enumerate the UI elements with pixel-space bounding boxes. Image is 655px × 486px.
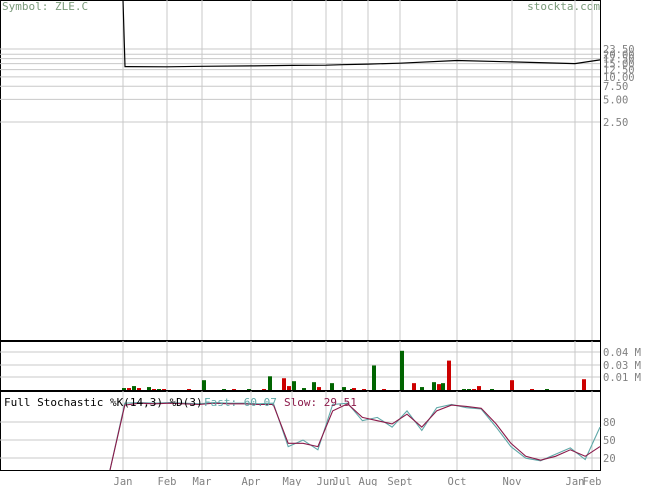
volume-bar-up xyxy=(441,383,445,390)
stoch-tick-label: 80 xyxy=(603,417,616,429)
x-tick-label: Jun xyxy=(317,476,336,486)
volume-bar-up xyxy=(247,389,251,390)
volume-bar-up xyxy=(302,388,306,390)
stoch-tick-label: 50 xyxy=(603,435,616,447)
x-tick-label: Sept xyxy=(387,476,412,486)
volume-bar-down xyxy=(232,389,236,390)
price-tick-label: 7.50 xyxy=(603,81,628,93)
volume-bar-up xyxy=(202,380,206,390)
volume-frame xyxy=(0,341,601,391)
volume-bar-down xyxy=(437,384,441,390)
volume-bar-down xyxy=(510,380,514,390)
volume-bar-up xyxy=(342,387,346,390)
volume-tick-label: 0.01 M xyxy=(603,372,641,384)
volume-bar-up xyxy=(222,389,226,390)
volume-bar-up xyxy=(432,382,436,390)
volume-bar-up xyxy=(420,387,424,390)
volume-bar-up xyxy=(292,381,296,390)
volume-bar-up xyxy=(132,386,136,390)
volume-tick-label: 0.03 M xyxy=(603,360,641,372)
price-tick-label: 23.50 xyxy=(603,44,635,56)
volume-bar-down xyxy=(317,387,321,390)
volume-bar-up xyxy=(462,389,466,390)
volume-tick-label: 0.04 M xyxy=(603,347,641,359)
stoch-line-fast xyxy=(109,401,601,471)
stoch-tick-label: 20 xyxy=(603,453,616,465)
volume-bar-down xyxy=(287,386,291,390)
volume-bar-up xyxy=(330,383,334,390)
volume-bar-down xyxy=(187,389,191,390)
volume-bar-up xyxy=(545,389,549,390)
price-tick-label: 5.00 xyxy=(603,94,628,106)
volume-bar-down xyxy=(352,388,356,390)
volume-bar-down xyxy=(262,389,266,390)
volume-bar-up xyxy=(122,388,126,390)
price-tick-label: 12.50 xyxy=(603,65,635,77)
price-line xyxy=(122,0,601,68)
volume-bar-down xyxy=(162,389,166,390)
x-tick-label: Aug xyxy=(359,476,378,486)
price-tick-label: 17.50 xyxy=(603,54,635,66)
volume-bar-down xyxy=(530,389,534,390)
volume-bar-down xyxy=(362,389,366,390)
volume-bar-up xyxy=(312,382,316,390)
volume-bar-down xyxy=(447,360,451,390)
volume-bar-up xyxy=(268,376,272,390)
price-tick-label: 15.00 xyxy=(603,59,635,71)
x-tick-label: May xyxy=(283,476,302,486)
slow-label: Slow: 29.51 xyxy=(284,396,357,409)
stoch-line-slow xyxy=(109,402,601,471)
x-tick-label: Feb xyxy=(583,476,602,486)
volume-bar-down xyxy=(127,388,131,390)
price-tick-label: 20.00 xyxy=(603,49,635,61)
volume-bar-up xyxy=(490,389,494,390)
x-tick-label: Apr xyxy=(242,476,261,486)
volume-bar-down xyxy=(472,389,476,390)
volume-bar-up xyxy=(400,350,404,390)
volume-bar-up xyxy=(147,387,151,390)
x-tick-label: Nov xyxy=(503,476,522,486)
volume-bar-down xyxy=(282,378,286,390)
volume-bar-down xyxy=(477,386,481,390)
price-tick-label: 10.00 xyxy=(603,72,635,84)
x-tick-label: Jan xyxy=(566,476,585,486)
site-label[interactable]: stockta.com xyxy=(527,0,600,13)
x-tick-label: Jul xyxy=(333,476,352,486)
x-tick-label: Oct xyxy=(448,476,467,486)
fast-label: Fast: 60.07 xyxy=(204,396,277,409)
stoch-title: Full Stochastic %K(14,3) %D(3) xyxy=(4,396,203,409)
volume-bar-down xyxy=(382,389,386,390)
volume-bar-up xyxy=(157,389,161,390)
price-frame xyxy=(0,0,601,341)
volume-panel: 0.04 M0.03 M0.01 M xyxy=(0,341,641,391)
volume-bar-down xyxy=(412,383,416,390)
volume-bar-down xyxy=(152,389,156,390)
volume-bar-up xyxy=(372,365,376,390)
x-tick-label: Mar xyxy=(193,476,212,486)
symbol-label: Symbol: ZLE.C xyxy=(2,0,89,13)
volume-bar-down xyxy=(582,379,586,390)
x-tick-label: Jan xyxy=(114,476,133,486)
volume-bar-up xyxy=(467,389,471,390)
stoch-frame xyxy=(0,391,601,471)
stochastic-panel: 80 50 20 Full Stochastic %K(14,3) %D(3) Fast… xyxy=(0,391,616,471)
price-tick-label: 2.50 xyxy=(603,117,628,129)
volume-bar-down xyxy=(137,388,141,390)
x-tick-label: Feb xyxy=(158,476,177,486)
